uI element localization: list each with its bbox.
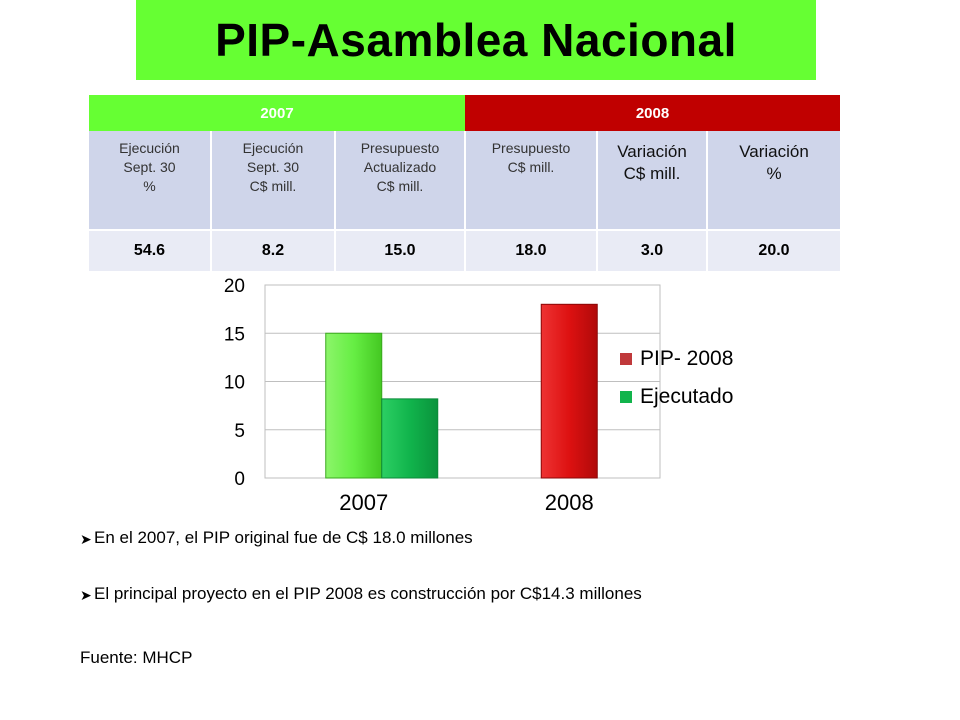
col-header-presupuesto-actualizado: Presupuesto Actualizado C$ mill. bbox=[335, 131, 466, 230]
title-banner: PIP-Asamblea Nacional bbox=[136, 0, 816, 80]
col-header-presupuesto: Presupuesto C$ mill. bbox=[465, 131, 598, 230]
legend-swatch bbox=[620, 391, 632, 403]
bullet-list: ➤ En el 2007, el PIP original fue de C$ … bbox=[80, 528, 940, 640]
bar-pip-2008-2008 bbox=[540, 303, 598, 479]
bullet-text: En el 2007, el PIP original fue de C$ 18… bbox=[94, 528, 473, 547]
x-tick-label: 2007 bbox=[339, 490, 388, 515]
col-header-ejecucion-mill: Ejecución Sept. 30 C$ mill. bbox=[211, 131, 336, 230]
table-cell: 18.0 bbox=[465, 229, 598, 271]
bullet-text: El principal proyecto en el PIP 2008 es … bbox=[94, 584, 642, 603]
header-2007: 2007 bbox=[89, 95, 465, 131]
y-tick-label: 15 bbox=[224, 324, 245, 345]
x-tick-label: 2008 bbox=[545, 490, 594, 515]
header-2008: 2008 bbox=[465, 95, 840, 131]
legend-label: PIP- 2008 bbox=[640, 347, 733, 370]
table-cell: 15.0 bbox=[335, 229, 466, 271]
page-title: PIP-Asamblea Nacional bbox=[215, 14, 737, 66]
table-group-header: 2007 2008 bbox=[89, 95, 840, 131]
col-header-variacion-mill: Variación C$ mill. bbox=[597, 131, 708, 230]
table-cell: 20.0 bbox=[707, 229, 840, 271]
y-tick-label: 10 bbox=[224, 373, 245, 394]
col-header-variacion-pct: Variación% bbox=[707, 131, 840, 230]
table-cell: 8.2 bbox=[211, 229, 336, 271]
bar-pip-2008-2007 bbox=[325, 332, 383, 479]
source-note: Fuente: MHCP bbox=[80, 648, 193, 667]
list-item: ➤ El principal proyecto en el PIP 2008 e… bbox=[80, 584, 940, 612]
y-tick-label: 0 bbox=[234, 469, 245, 490]
budget-table: 2007 2008 Ejecución Sept. 30% Ejecución Se… bbox=[89, 95, 840, 271]
arrow-right-icon: ➤ bbox=[80, 587, 92, 603]
bar-chart: 0 5 10 15 20 2007 2008 PIP- 2008 Ejecutado bbox=[224, 276, 734, 515]
col-header-ejecucion-pct: Ejecución Sept. 30% bbox=[89, 131, 212, 230]
y-tick-label: 5 bbox=[234, 421, 245, 442]
y-tick-label: 20 bbox=[224, 276, 245, 297]
table-cell: 3.0 bbox=[597, 229, 708, 271]
legend-swatch bbox=[620, 353, 632, 365]
legend-label: Ejecutado bbox=[640, 385, 733, 408]
table-cell: 54.6 bbox=[89, 229, 212, 271]
table-row: 54.6 8.2 15.0 18.0 3.0 20.0 bbox=[89, 229, 840, 271]
table-column-headers: Ejecución Sept. 30% Ejecución Sept. 30 C$ m… bbox=[89, 131, 840, 230]
list-item: ➤ En el 2007, el PIP original fue de C$ … bbox=[80, 528, 940, 556]
bar-ejecutado-2007 bbox=[381, 398, 439, 479]
arrow-right-icon: ➤ bbox=[80, 531, 92, 547]
